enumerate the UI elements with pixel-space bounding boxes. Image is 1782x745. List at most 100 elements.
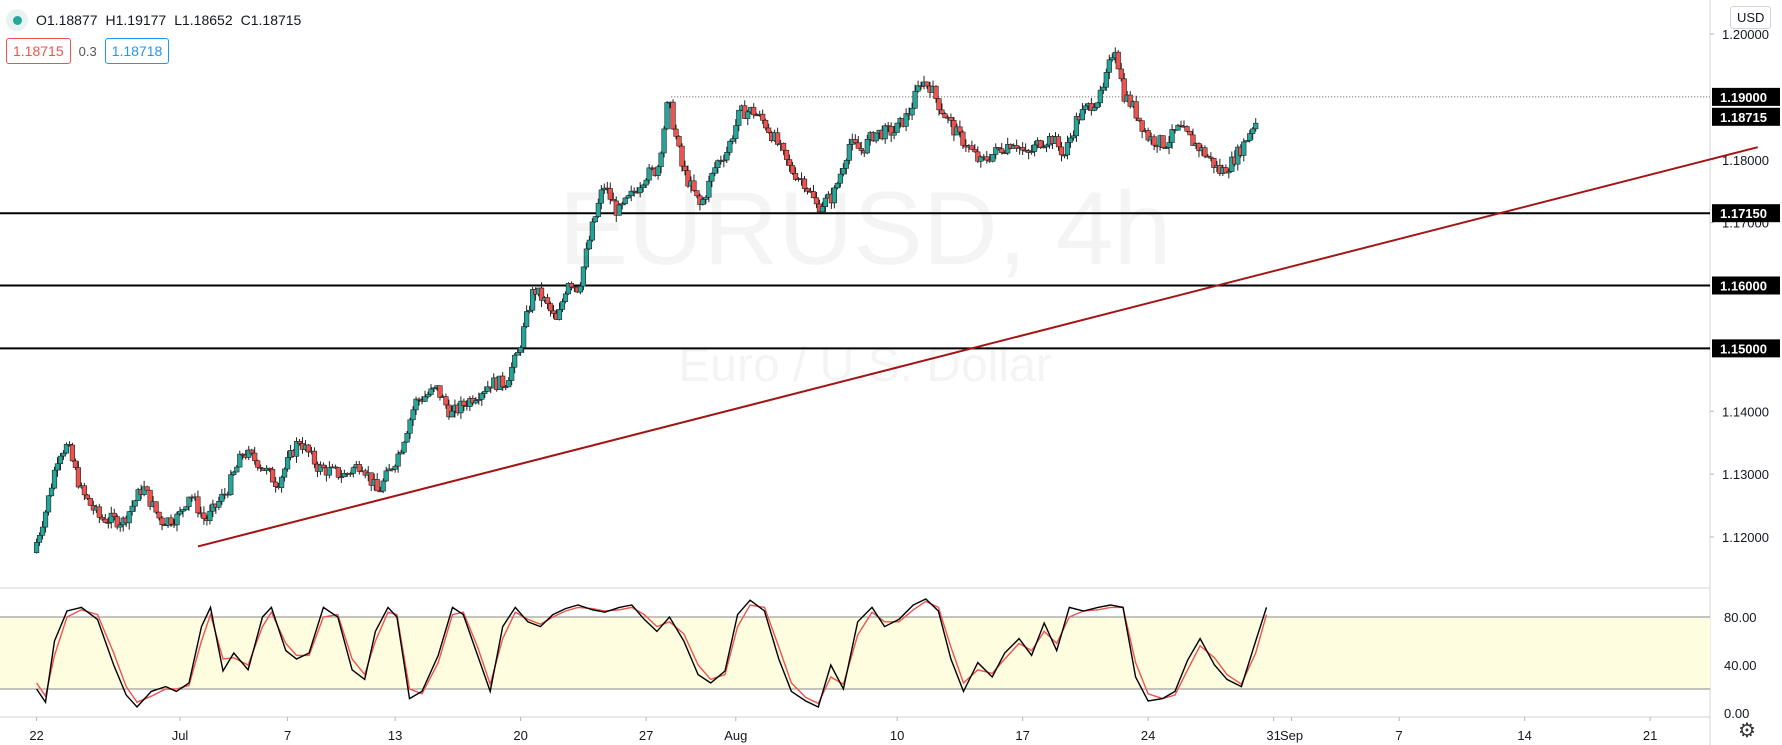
candle[interactable] [1205, 154, 1211, 158]
candle[interactable] [1190, 128, 1196, 146]
candle[interactable] [1121, 73, 1127, 104]
candle[interactable] [1040, 140, 1047, 149]
candle[interactable] [1100, 82, 1106, 95]
candle[interactable] [422, 390, 428, 403]
candle[interactable] [1178, 120, 1184, 128]
candle[interactable] [939, 103, 945, 115]
candle[interactable] [643, 177, 649, 189]
candle[interactable] [1097, 85, 1103, 108]
candle[interactable] [801, 176, 808, 193]
candle[interactable] [978, 155, 984, 168]
candle[interactable] [819, 201, 826, 213]
candle[interactable] [228, 470, 234, 496]
candle[interactable] [840, 163, 846, 177]
candle[interactable] [751, 103, 757, 119]
candle[interactable] [42, 510, 49, 533]
candle[interactable] [413, 396, 419, 415]
candle[interactable] [763, 118, 769, 131]
candle[interactable] [156, 511, 162, 521]
candle[interactable] [207, 504, 213, 525]
candle[interactable] [837, 167, 843, 188]
candle[interactable] [1014, 139, 1020, 152]
candle[interactable] [655, 164, 661, 180]
candle[interactable] [1088, 98, 1094, 116]
candle[interactable] [72, 458, 79, 471]
candle[interactable] [461, 398, 467, 412]
candle[interactable] [1118, 62, 1124, 82]
candle[interactable] [335, 467, 341, 480]
candle[interactable] [278, 475, 285, 493]
candle[interactable] [1250, 127, 1256, 140]
candle[interactable] [284, 450, 291, 472]
candle[interactable] [529, 287, 536, 313]
candle[interactable] [559, 298, 566, 313]
candle[interactable] [368, 472, 374, 492]
candle[interactable] [1196, 142, 1202, 158]
candle[interactable] [1247, 130, 1253, 143]
candle[interactable] [586, 235, 592, 250]
candle[interactable] [45, 495, 52, 516]
candle[interactable] [108, 506, 114, 529]
candle[interactable] [610, 192, 616, 202]
candle[interactable] [392, 464, 398, 473]
candle[interactable] [685, 165, 691, 188]
candle[interactable] [1055, 134, 1062, 151]
candle[interactable] [383, 466, 389, 482]
candle[interactable] [177, 506, 183, 516]
candle[interactable] [518, 345, 524, 356]
candle[interactable] [252, 446, 258, 465]
candle[interactable] [1115, 50, 1121, 70]
candle[interactable] [909, 102, 915, 121]
candle[interactable] [1223, 164, 1229, 174]
candle[interactable] [270, 466, 276, 483]
candle[interactable] [54, 457, 61, 477]
candle[interactable] [565, 282, 572, 295]
trendline[interactable] [197, 146, 1758, 548]
candle[interactable] [153, 501, 159, 515]
candle[interactable] [482, 386, 488, 398]
candle[interactable] [380, 478, 386, 494]
candle[interactable] [957, 120, 963, 138]
candle[interactable] [873, 132, 879, 144]
candle[interactable] [75, 461, 82, 489]
candle[interactable] [431, 387, 437, 392]
candle[interactable] [33, 538, 40, 554]
candle[interactable] [401, 441, 407, 455]
candle[interactable] [1166, 136, 1172, 155]
candle[interactable] [293, 437, 300, 463]
candle[interactable] [709, 172, 715, 188]
candle[interactable] [583, 242, 589, 270]
candle[interactable] [834, 181, 840, 190]
candle[interactable] [556, 302, 563, 321]
candle[interactable] [458, 396, 464, 419]
candle[interactable] [1202, 145, 1208, 159]
candle[interactable] [84, 493, 90, 500]
candle[interactable] [804, 187, 811, 195]
candle[interactable] [81, 482, 87, 501]
candle[interactable] [476, 392, 482, 405]
candle[interactable] [57, 453, 64, 471]
candle[interactable] [694, 190, 700, 199]
candle[interactable] [766, 123, 772, 134]
candle[interactable] [544, 293, 551, 310]
candle[interactable] [246, 445, 252, 461]
candle[interactable] [640, 183, 646, 193]
candle[interactable] [258, 464, 264, 472]
candle[interactable] [831, 185, 837, 209]
candle[interactable] [724, 146, 730, 163]
candle[interactable] [616, 203, 622, 216]
candle[interactable] [126, 510, 132, 530]
candle[interactable] [51, 466, 58, 490]
candle[interactable] [888, 122, 894, 143]
candle[interactable] [589, 218, 595, 242]
candle[interactable] [449, 405, 455, 418]
candle[interactable] [912, 84, 918, 109]
candle[interactable] [547, 301, 554, 317]
candle[interactable] [948, 113, 954, 128]
candle[interactable] [915, 80, 921, 93]
candle[interactable] [509, 362, 515, 386]
candle[interactable] [1109, 53, 1115, 62]
candle[interactable] [87, 497, 93, 506]
candle[interactable] [783, 149, 790, 166]
candle[interactable] [141, 480, 147, 497]
